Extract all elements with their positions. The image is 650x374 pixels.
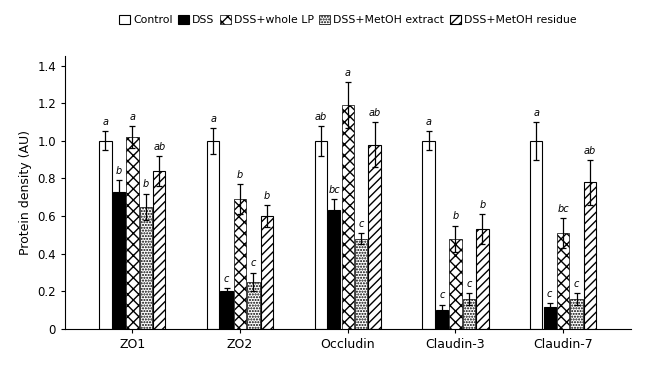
Bar xyxy=(571,299,583,329)
Bar xyxy=(449,239,462,329)
Text: bc: bc xyxy=(557,204,569,214)
Text: ab: ab xyxy=(315,111,327,122)
Bar xyxy=(112,191,125,329)
Text: ab: ab xyxy=(153,142,165,152)
Bar xyxy=(153,171,166,329)
Text: a: a xyxy=(103,117,109,127)
Text: b: b xyxy=(116,166,122,176)
Text: a: a xyxy=(129,111,135,122)
Bar xyxy=(207,141,219,329)
Bar xyxy=(369,145,381,329)
Bar xyxy=(422,141,435,329)
Bar xyxy=(247,282,260,329)
Bar xyxy=(584,182,596,329)
Bar xyxy=(436,310,448,329)
Text: bc: bc xyxy=(328,185,340,195)
Text: c: c xyxy=(574,279,579,289)
Bar xyxy=(140,207,152,329)
Text: a: a xyxy=(344,68,351,78)
Text: b: b xyxy=(264,191,270,201)
Bar xyxy=(543,307,556,329)
Text: b: b xyxy=(142,180,149,189)
Bar xyxy=(557,233,569,329)
Text: c: c xyxy=(251,258,256,269)
Bar xyxy=(126,137,138,329)
Text: c: c xyxy=(439,291,445,300)
Text: a: a xyxy=(533,108,540,118)
Legend: Control, DSS, DSS+whole LP, DSS+MetOH extract, DSS+MetOH residue: Control, DSS, DSS+whole LP, DSS+MetOH ex… xyxy=(119,15,577,25)
Text: a: a xyxy=(210,113,216,123)
Y-axis label: Protein density (AU): Protein density (AU) xyxy=(19,130,32,255)
Bar xyxy=(328,211,341,329)
Text: c: c xyxy=(547,289,552,298)
Text: b: b xyxy=(479,200,486,210)
Text: c: c xyxy=(466,279,472,289)
Text: c: c xyxy=(359,219,364,229)
Bar xyxy=(220,291,233,329)
Bar xyxy=(261,216,273,329)
Bar xyxy=(315,141,327,329)
Text: c: c xyxy=(224,273,229,283)
Text: ab: ab xyxy=(369,108,381,118)
Bar xyxy=(99,141,112,329)
Bar xyxy=(341,105,354,329)
Text: b: b xyxy=(237,170,243,180)
Text: a: a xyxy=(426,117,432,127)
Text: ab: ab xyxy=(584,145,596,156)
Bar xyxy=(476,229,489,329)
Text: b: b xyxy=(452,211,459,221)
Bar xyxy=(234,199,246,329)
Bar xyxy=(530,141,543,329)
Bar xyxy=(463,299,475,329)
Bar xyxy=(355,239,367,329)
